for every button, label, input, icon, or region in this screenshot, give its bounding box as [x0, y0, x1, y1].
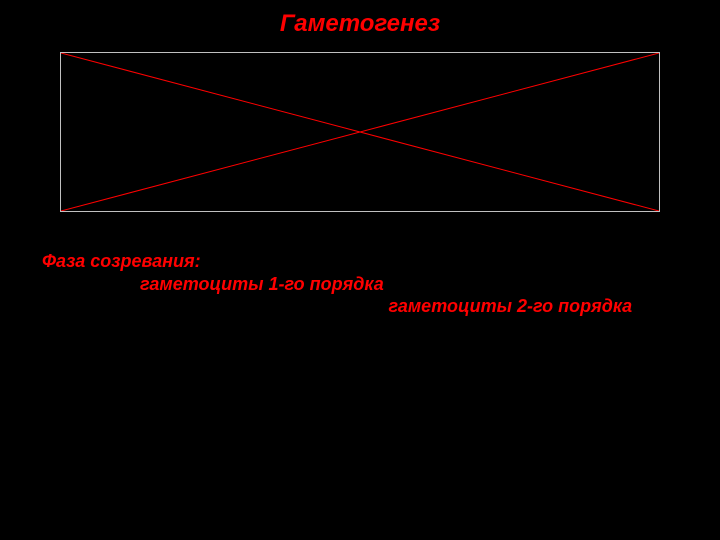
body-paragraph: Фаза созревания: осуществляется мейоз. В… [42, 250, 682, 408]
text-run: гаметоциты 2-го порядка [388, 296, 632, 316]
text-run: Фаза созревания: [42, 251, 201, 271]
slide-title: Гаметогенез [0, 10, 720, 38]
text-run: гаметоциты 1-го порядка [140, 274, 384, 294]
missing-image-placeholder [60, 52, 660, 212]
slide-root: Гаметогенез Фаза созревания: осуществляе… [0, 0, 720, 540]
placeholder-cross [61, 53, 659, 211]
